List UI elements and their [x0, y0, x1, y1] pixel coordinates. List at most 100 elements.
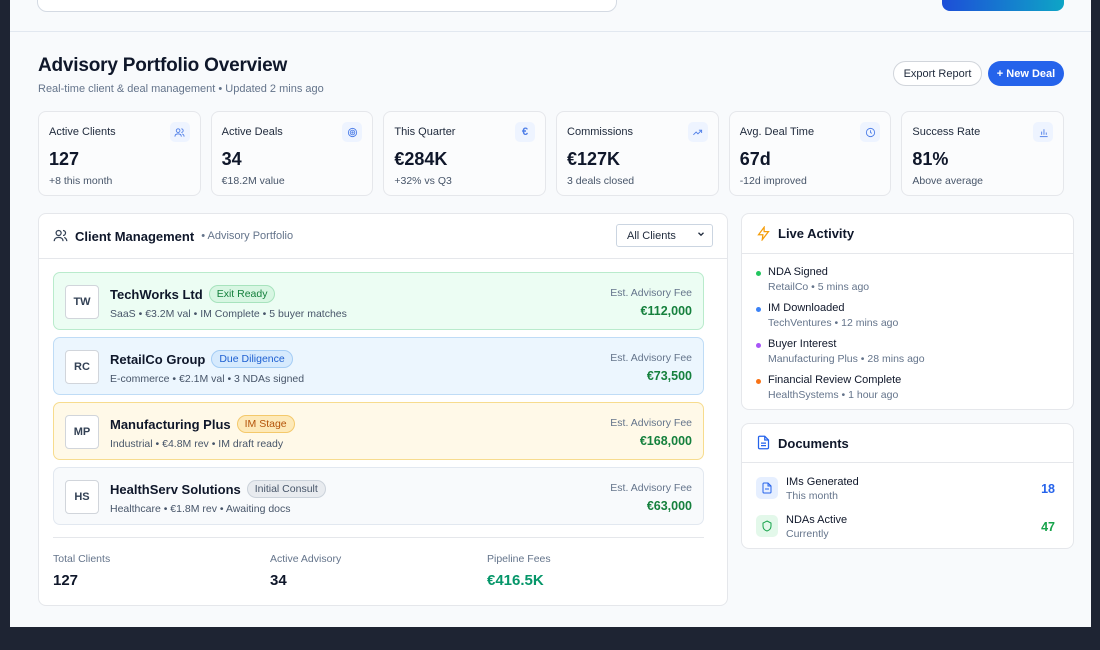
client-meta: Industrial • €4.8M rev • IM draft ready: [110, 438, 284, 450]
client-list: TW TechWorks Ltd Exit Ready SaaS • €3.2M…: [53, 272, 704, 532]
top-bar: [10, 0, 1091, 32]
summary-label: Pipeline Fees: [487, 553, 551, 565]
status-badge: Due Diligence: [211, 350, 293, 368]
summary-value: 34: [270, 572, 287, 589]
client-avatar: TW: [65, 285, 99, 319]
stat-card-success-rate: Success Rate 81% Above average: [901, 111, 1065, 196]
client-meta: SaaS • €3.2M val • IM Complete • 5 buyer…: [110, 308, 347, 320]
status-dot: [756, 271, 761, 276]
summary-value: 127: [53, 572, 79, 589]
client-avatar: RC: [65, 350, 99, 384]
client-card-retailco[interactable]: RC RetailCo Group Due Diligence E-commer…: [53, 337, 704, 395]
doc-title: NDAs Active: [786, 514, 848, 526]
activity-item[interactable]: NDA Signed RetailCo • 5 mins ago: [756, 266, 1059, 293]
top-action-button[interactable]: [942, 0, 1064, 11]
stat-sub: +8 this month: [49, 175, 113, 187]
shield-icon: [756, 515, 778, 537]
users-icon: [53, 228, 69, 244]
client-panel-header: Client Management • Advisory Portfolio A…: [39, 214, 727, 259]
documents-header: Documents: [742, 424, 1073, 463]
activity-sub: Manufacturing Plus • 28 mins ago: [768, 353, 925, 365]
status-badge: Initial Consult: [246, 480, 326, 498]
activity-item[interactable]: IM Downloaded TechVentures • 12 mins ago: [756, 302, 1059, 329]
summary-label: Total Clients: [53, 553, 111, 565]
bar-chart-icon: [1033, 122, 1054, 142]
doc-count: 47: [1041, 520, 1055, 534]
stat-value: 34: [221, 149, 242, 169]
client-name: RetailCo Group: [110, 351, 206, 367]
page-title: Advisory Portfolio Overview: [38, 55, 288, 76]
live-activity-panel: Live Activity NDA Signed RetailCo • 5 mi…: [741, 213, 1074, 410]
fee-value: €168,000: [639, 434, 692, 448]
stat-label: Active Clients: [49, 126, 116, 138]
trending-up-icon: [687, 122, 708, 142]
client-summary: Total Clients 127 Active Advisory 34 Pip…: [53, 537, 704, 589]
file-icon: [756, 477, 778, 499]
stat-label: Avg. Deal Time: [739, 126, 815, 138]
client-panel-tag: • Advisory Portfolio: [201, 230, 294, 242]
document-icon: [756, 435, 772, 451]
status-dot: [756, 343, 761, 348]
stat-sub: €18.2M value: [221, 175, 285, 187]
new-deal-button[interactable]: + New Deal: [988, 61, 1064, 86]
stat-card-active-clients: Active Clients 127 +8 this month: [38, 111, 201, 196]
client-card-healthserv[interactable]: HS HealthServ Solutions Initial Consult …: [53, 467, 704, 525]
client-name: TechWorks Ltd: [110, 286, 203, 302]
activity-title: IM Downloaded: [768, 302, 845, 314]
client-card-manufacturing-plus[interactable]: MP Manufacturing Plus IM Stage Industria…: [53, 402, 704, 460]
users-icon: [169, 122, 190, 142]
client-name: HealthServ Solutions: [110, 481, 241, 497]
clock-icon: [860, 122, 881, 142]
fee-label: Est. Advisory Fee: [610, 482, 692, 494]
lightning-icon: [756, 225, 772, 242]
summary-value: €416.5K: [487, 572, 544, 589]
doc-row-ims[interactable]: IMs Generated This month 18: [756, 470, 1059, 508]
summary-active-advisory: Active Advisory 34: [270, 553, 487, 589]
activity-sub: HealthSystems • 1 hour ago: [768, 389, 899, 401]
stat-value: 127: [49, 149, 80, 169]
activity-title: Buyer Interest: [768, 338, 837, 350]
doc-row-ndas[interactable]: NDAs Active Currently 47: [756, 508, 1059, 546]
client-panel-title: Client Management: [75, 228, 195, 244]
client-filter-value: All Clients: [627, 229, 676, 242]
stat-card-avg-deal-time: Avg. Deal Time 67d -12d improved: [728, 111, 892, 196]
summary-total-clients: Total Clients 127: [53, 553, 270, 589]
activity-item[interactable]: Financial Review Complete HealthSystems …: [756, 374, 1059, 401]
activity-title: NDA Signed: [768, 266, 828, 278]
stat-sub: +32% vs Q3: [394, 175, 452, 187]
target-icon: [342, 122, 363, 142]
summary-label: Active Advisory: [270, 553, 342, 565]
activity-list: NDA Signed RetailCo • 5 mins ago IM Down…: [742, 254, 1073, 422]
page-subtitle: Real-time client & deal management • Upd…: [38, 83, 324, 95]
stat-value: €127K: [567, 149, 621, 169]
activity-sub: TechVentures • 12 mins ago: [768, 317, 899, 329]
search-bar[interactable]: [37, 0, 617, 12]
client-filter-select[interactable]: All Clients: [616, 224, 713, 247]
doc-title: IMs Generated: [786, 476, 859, 488]
stat-value: €284K: [394, 149, 448, 169]
doc-sub: This month: [786, 490, 838, 502]
export-report-button[interactable]: Export Report: [893, 61, 982, 86]
client-meta: Healthcare • €1.8M rev • Awaiting docs: [110, 503, 291, 515]
stat-label: This Quarter: [394, 126, 456, 138]
activity-title: Live Activity: [778, 226, 855, 241]
page-header: Advisory Portfolio Overview Real-time cl…: [38, 55, 324, 95]
chevron-down-icon: [696, 229, 706, 242]
stat-sub: -12d improved: [739, 175, 807, 187]
fee-value: €63,000: [646, 499, 692, 513]
doc-sub: Currently: [786, 528, 829, 540]
activity-header: Live Activity: [742, 214, 1073, 254]
stat-value: 67d: [739, 149, 771, 169]
euro-icon: €: [515, 122, 536, 142]
activity-title: Financial Review Complete: [768, 374, 902, 386]
status-badge: Exit Ready: [208, 285, 276, 303]
stats-row: Active Clients 127 +8 this month Active …: [38, 111, 1065, 196]
fee-label: Est. Advisory Fee: [610, 417, 692, 429]
activity-item[interactable]: Buyer Interest Manufacturing Plus • 28 m…: [756, 338, 1059, 365]
client-card-techworks[interactable]: TW TechWorks Ltd Exit Ready SaaS • €3.2M…: [53, 272, 704, 330]
status-dot: [756, 379, 761, 384]
fee-value: €73,500: [646, 369, 692, 383]
stat-card-this-quarter: This Quarter €284K +32% vs Q3 €: [383, 111, 547, 196]
documents-panel: Documents IMs Generated This month 18 ND…: [741, 423, 1074, 549]
client-avatar: MP: [65, 415, 99, 449]
